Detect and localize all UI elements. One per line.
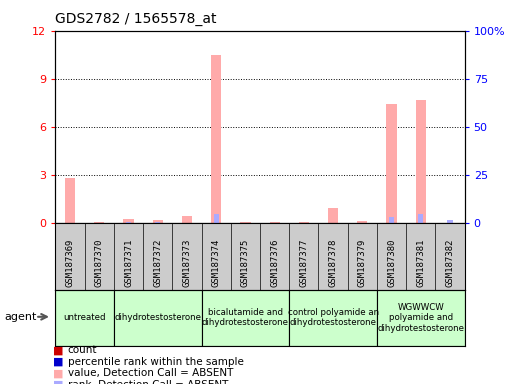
Bar bbox=[389, 217, 394, 223]
Text: ■: ■ bbox=[53, 380, 63, 384]
Text: percentile rank within the sample: percentile rank within the sample bbox=[68, 357, 243, 367]
Text: WGWWCW
polyamide and
dihydrotestosterone: WGWWCW polyamide and dihydrotestosterone bbox=[378, 303, 464, 333]
Text: ■: ■ bbox=[53, 368, 63, 378]
Text: GSM187370: GSM187370 bbox=[95, 238, 104, 286]
Bar bbox=[289, 290, 377, 346]
Bar bbox=[65, 178, 75, 223]
Text: value, Detection Call = ABSENT: value, Detection Call = ABSENT bbox=[68, 368, 233, 378]
Text: bicalutamide and
dihydrotestosterone: bicalutamide and dihydrotestosterone bbox=[202, 308, 289, 328]
Bar bbox=[182, 216, 192, 223]
Text: dihydrotestosterone: dihydrotestosterone bbox=[114, 313, 201, 322]
Text: GSM187369: GSM187369 bbox=[65, 238, 74, 286]
Text: GSM187382: GSM187382 bbox=[446, 238, 455, 286]
Bar bbox=[213, 214, 219, 223]
Bar bbox=[416, 99, 426, 223]
Text: agent: agent bbox=[4, 312, 36, 322]
Text: GSM187374: GSM187374 bbox=[212, 238, 221, 286]
Bar bbox=[240, 222, 251, 223]
Bar bbox=[447, 220, 452, 223]
Text: rank, Detection Call = ABSENT: rank, Detection Call = ABSENT bbox=[68, 380, 228, 384]
Text: untreated: untreated bbox=[63, 313, 106, 322]
Bar bbox=[153, 220, 163, 223]
Bar bbox=[114, 290, 202, 346]
Text: GSM187377: GSM187377 bbox=[299, 238, 308, 286]
Text: GSM187378: GSM187378 bbox=[328, 238, 337, 286]
Bar bbox=[211, 55, 221, 223]
Bar bbox=[328, 208, 338, 223]
Text: GDS2782 / 1565578_at: GDS2782 / 1565578_at bbox=[55, 12, 217, 25]
Text: control polyamide an
dihydrotestosterone: control polyamide an dihydrotestosterone bbox=[288, 308, 379, 328]
Bar bbox=[418, 214, 423, 223]
Bar bbox=[377, 290, 465, 346]
Text: GSM187373: GSM187373 bbox=[183, 238, 192, 286]
Bar bbox=[299, 222, 309, 223]
Text: GSM187381: GSM187381 bbox=[416, 238, 425, 286]
Bar bbox=[124, 219, 134, 223]
Bar bbox=[94, 222, 105, 223]
Text: count: count bbox=[68, 345, 97, 355]
Text: GSM187371: GSM187371 bbox=[124, 238, 133, 286]
Text: GSM187379: GSM187379 bbox=[358, 238, 367, 286]
Bar bbox=[202, 290, 289, 346]
Bar bbox=[357, 221, 367, 223]
Text: ■: ■ bbox=[53, 345, 63, 355]
Bar bbox=[386, 104, 397, 223]
Bar bbox=[269, 222, 280, 223]
Bar bbox=[55, 290, 114, 346]
Text: GSM187376: GSM187376 bbox=[270, 238, 279, 286]
Text: GSM187372: GSM187372 bbox=[153, 238, 162, 286]
Text: GSM187380: GSM187380 bbox=[387, 238, 396, 286]
Text: ■: ■ bbox=[53, 357, 63, 367]
Text: GSM187375: GSM187375 bbox=[241, 238, 250, 286]
